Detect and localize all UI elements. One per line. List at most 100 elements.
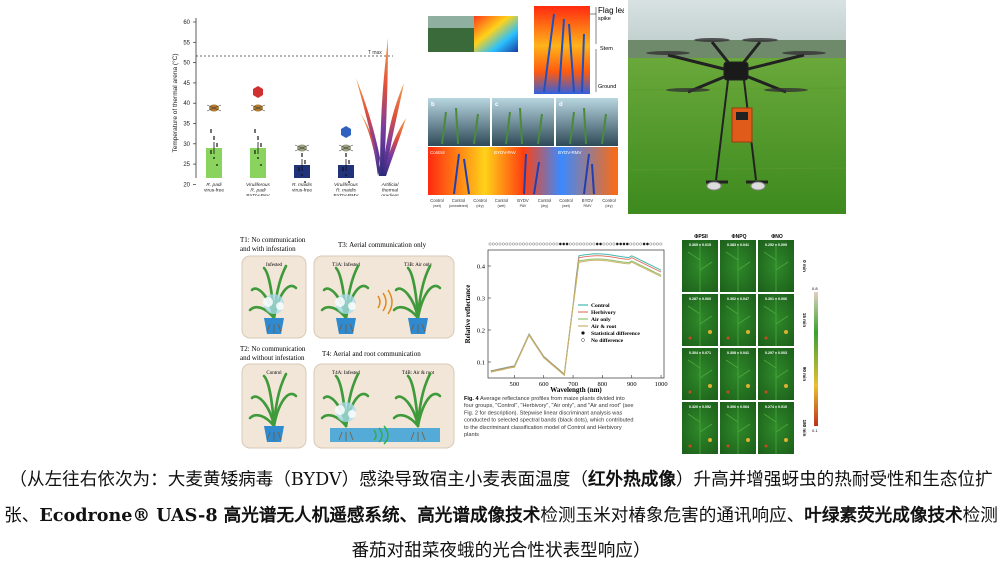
band-dot <box>625 242 629 246</box>
caption-part-1: （从左往右依次为：大麦黄矮病毒（BYDV）感染导致宿主小麦表面温度（ <box>9 470 588 490</box>
e-ytick: 0.2 <box>477 328 485 335</box>
thermal-condition-label: BYDV <box>582 198 594 203</box>
caption-part-4: 检测番茄对甜菜夜蛾的光合性状表型响应） <box>351 506 998 561</box>
caption-bold-2: Ecodrone® UAS-8 高光谱无人机遥感系统、高光谱成像技术 <box>39 505 541 526</box>
caption-bold-1: 红外热成像 <box>587 469 676 490</box>
a-ytick: 35 <box>183 122 190 128</box>
maize-plant-icon <box>392 372 442 441</box>
band-dot <box>629 242 633 246</box>
communication-diagram: T1: No communication and with infestatio… <box>238 232 458 452</box>
e-xtick: 800 <box>598 381 608 388</box>
band-dot <box>585 242 589 246</box>
virus-icon <box>341 126 351 138</box>
maize-plant-icon <box>392 264 442 334</box>
band-dot <box>508 242 512 246</box>
fluorescence-value: 0.320 ± 0.052 <box>689 405 711 409</box>
fluorescence-value: 0.301 ± 0.006 <box>765 297 787 301</box>
field-thermal-image <box>474 16 518 52</box>
e-xtick: 1000 <box>655 381 668 388</box>
thermal-bar <box>250 148 266 178</box>
drone-photo <box>628 0 846 214</box>
band-dot <box>619 242 623 246</box>
maize-plant-icon <box>320 264 370 334</box>
t4a-label: T4A: Infested <box>332 371 360 376</box>
t2-box <box>241 363 307 449</box>
e-ytick: 0.4 <box>477 264 486 271</box>
fluorescence-time-label: 90 min <box>802 367 807 382</box>
a-category-label: Artificial <box>381 182 400 188</box>
sub-panel-letter: c <box>495 102 499 108</box>
a-ytick: 25 <box>183 162 190 168</box>
thermal-images-panel: Flag leaf spike Stem Ground bcd Control … <box>424 4 624 214</box>
t1-infested-label: Infested <box>266 263 283 268</box>
fluorescence-header: ΦNO <box>771 234 783 240</box>
spike-label: spike <box>598 16 611 22</box>
aphid-icon <box>294 144 310 152</box>
thermal-condition-label: RMV <box>584 204 593 208</box>
fluorescence-header: ΦPSII <box>694 234 708 240</box>
strip-label-0: Control <box>430 150 445 155</box>
band-dot <box>656 242 659 246</box>
band-dot <box>518 242 522 246</box>
maize-plant-icon <box>248 372 298 442</box>
sub-panel-letter: b <box>431 102 435 108</box>
band-dot <box>538 242 542 246</box>
reflectance-ylabel: Relative reflectance <box>464 285 472 344</box>
drone-icon <box>646 38 826 191</box>
thermal-arena-chart: Temperature of thermal arena (°C) 60 55 50… <box>168 8 410 196</box>
a-ytick: 45 <box>183 81 190 87</box>
fluorescence-header: ΦNPQ <box>732 234 747 240</box>
band-dot <box>582 242 586 246</box>
band-dot <box>545 242 549 246</box>
band-dot <box>622 242 626 246</box>
t2-line1: T2: No communication <box>240 345 306 353</box>
reflectance-legend-entry: Air only <box>591 317 611 323</box>
root-signal-icon <box>373 425 389 445</box>
band-dot <box>652 242 656 246</box>
artificial-thermal-gradient-plant <box>356 38 406 176</box>
band-dot <box>535 242 539 246</box>
thermal-condition-label: Control <box>452 198 466 203</box>
band-dot <box>555 242 559 246</box>
thermal-condition-label: (dry) <box>541 204 548 208</box>
fluorescence-value: 0.365 ± 0.015 <box>689 243 711 247</box>
thermal-condition-label: BYDV <box>517 198 529 203</box>
a-category-label: R. maidis <box>292 182 313 188</box>
band-dot <box>548 242 552 246</box>
shared-root-water <box>330 428 440 442</box>
band-dot <box>542 242 546 246</box>
fluorescence-time-label: 15 min <box>802 313 807 328</box>
reflectance-legend-entry: No difference <box>591 338 624 344</box>
strip-label-2: BYDV-RMV <box>558 150 582 155</box>
band-dot <box>515 242 519 246</box>
thermal-bar <box>206 148 222 178</box>
fluorescence-colorbar <box>814 292 818 426</box>
figure-caption: （从左往右依次为：大麦黄矮病毒（BYDV）感染导致宿主小麦表面温度（红外热成像）… <box>0 462 1002 579</box>
fluorescence-value: 0.274 ± 0.010 <box>765 405 787 409</box>
band-dot <box>572 242 576 246</box>
band-dot <box>639 242 643 246</box>
fig4-caption-line: plants <box>464 432 479 438</box>
sub-panel-letter: d <box>559 102 563 108</box>
reflectance-chart: Relative reflectance Wavelength (nm) 0.4… <box>460 234 670 446</box>
band-dot <box>646 242 649 246</box>
band-dot <box>615 242 619 246</box>
band-dot <box>512 242 515 246</box>
strip-label-1: BYDV-PAV <box>494 150 516 155</box>
e-ytick: 0.1 <box>477 360 485 367</box>
band-dot <box>605 242 609 246</box>
band-dot <box>491 242 495 246</box>
band-dot <box>599 242 602 246</box>
thermal-condition-label: (dry) <box>605 204 612 208</box>
band-dot <box>592 242 596 246</box>
band-dot <box>505 242 509 246</box>
t2-line2: and without infestation <box>240 354 305 362</box>
fluorescence-time-label: 180 min <box>802 420 807 437</box>
flag-leaf-label: Flag leaf <box>598 6 624 15</box>
thermal-bar <box>294 165 310 178</box>
fluorescence-value: 0.306 ± 0.064 <box>727 405 749 409</box>
thermal-condition-label: Control <box>473 198 487 203</box>
a-category-label: gradient <box>381 193 399 196</box>
band-dot <box>562 242 566 246</box>
fig4-caption-line: four groups, "Control", "Herbivory", "Ai… <box>464 403 633 409</box>
